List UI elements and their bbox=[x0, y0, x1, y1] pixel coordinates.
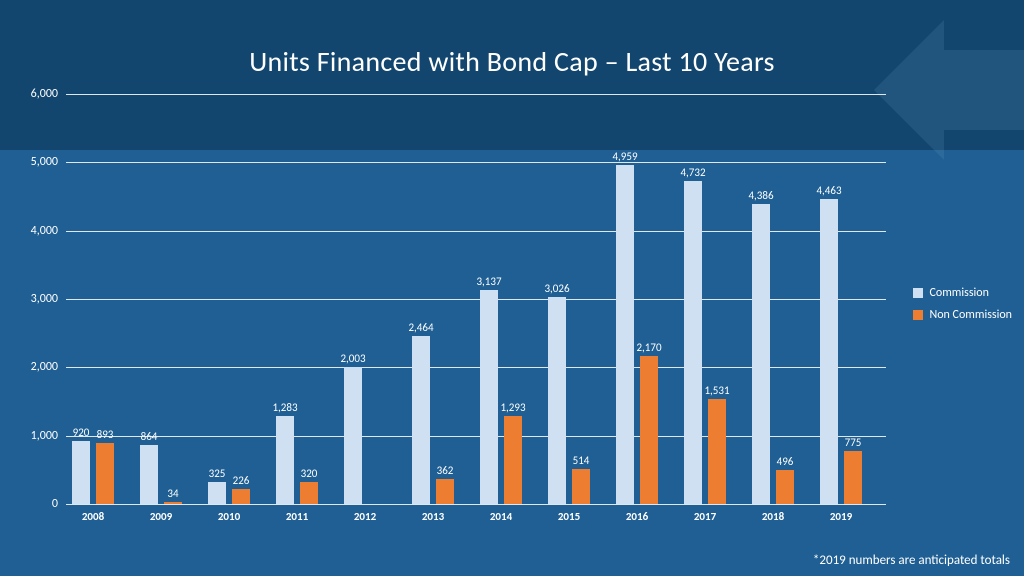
bar-value-label: 4,959 bbox=[595, 150, 655, 163]
bar-non-commission bbox=[96, 443, 114, 504]
bar-value-label: 3,026 bbox=[527, 282, 587, 295]
bar-commission bbox=[72, 441, 90, 504]
x-axis-label: 2017 bbox=[675, 510, 735, 523]
legend-swatch-non-commission bbox=[913, 310, 923, 320]
bar-commission bbox=[412, 336, 430, 504]
bar-non-commission bbox=[640, 356, 658, 504]
legend-swatch-commission bbox=[913, 288, 923, 298]
x-axis-label: 2014 bbox=[471, 510, 531, 523]
bar-value-label: 1,293 bbox=[483, 401, 543, 414]
bar-value-label: 2,464 bbox=[391, 321, 451, 334]
y-axis-label: 5,000 bbox=[0, 155, 58, 169]
slide: Units Financed with Bond Cap – Last 10 Y… bbox=[0, 0, 1024, 576]
bar-non-commission bbox=[776, 470, 794, 504]
bar-commission bbox=[344, 367, 362, 504]
x-axis-label: 2010 bbox=[199, 510, 259, 523]
bar-value-label: 864 bbox=[119, 430, 179, 443]
bar-value-label: 4,463 bbox=[799, 184, 859, 197]
legend-item-commission: Commission bbox=[913, 286, 1012, 300]
bar-commission bbox=[548, 297, 566, 504]
bar-non-commission bbox=[572, 469, 590, 504]
bar-commission bbox=[684, 181, 702, 504]
bar-non-commission bbox=[436, 479, 454, 504]
bar-value-label: 34 bbox=[143, 487, 203, 500]
x-axis-label: 2019 bbox=[811, 510, 871, 523]
x-axis-label: 2016 bbox=[607, 510, 667, 523]
bars-layer: 920893864343252261,2833202,0032,4643623,… bbox=[66, 94, 886, 504]
y-axis-label: 2,000 bbox=[0, 360, 58, 374]
arrow-decoration bbox=[874, 0, 1024, 180]
y-axis-label: 6,000 bbox=[0, 87, 58, 101]
y-axis-label: 4,000 bbox=[0, 224, 58, 238]
legend: Commission Non Commission bbox=[913, 286, 1012, 330]
bar-value-label: 1,283 bbox=[255, 401, 315, 414]
bar-non-commission bbox=[232, 489, 250, 504]
x-axis-label: 2011 bbox=[267, 510, 327, 523]
bar-value-label: 496 bbox=[755, 455, 815, 468]
bar-value-label: 4,386 bbox=[731, 189, 791, 202]
bar-commission bbox=[616, 165, 634, 504]
x-axis-label: 2013 bbox=[403, 510, 463, 523]
x-axis-label: 2009 bbox=[131, 510, 191, 523]
legend-label: Commission bbox=[929, 286, 988, 300]
bar-value-label: 2,003 bbox=[323, 352, 383, 365]
bar-value-label: 775 bbox=[823, 436, 883, 449]
bar-value-label: 514 bbox=[551, 454, 611, 467]
x-axis-label: 2012 bbox=[335, 510, 395, 523]
legend-label: Non Commission bbox=[929, 308, 1012, 322]
bar-non-commission bbox=[844, 451, 862, 504]
bar-value-label: 2,170 bbox=[619, 341, 679, 354]
bar-non-commission bbox=[164, 502, 182, 504]
legend-item-non-commission: Non Commission bbox=[913, 308, 1012, 322]
x-axis-label: 2018 bbox=[743, 510, 803, 523]
x-axis-label: 2008 bbox=[63, 510, 123, 523]
bar-value-label: 4,732 bbox=[663, 166, 723, 179]
bar-commission bbox=[276, 416, 294, 504]
x-axis-label: 2015 bbox=[539, 510, 599, 523]
y-axis-label: 1,000 bbox=[0, 429, 58, 443]
bar-value-label: 1,531 bbox=[687, 384, 747, 397]
y-axis-label: 3,000 bbox=[0, 292, 58, 306]
bar-value-label: 362 bbox=[415, 464, 475, 477]
bar-value-label: 3,137 bbox=[459, 275, 519, 288]
bar-non-commission bbox=[504, 416, 522, 504]
chart-title: Units Financed with Bond Cap – Last 10 Y… bbox=[0, 44, 1024, 79]
gridline bbox=[66, 504, 886, 505]
footnote: *2019 numbers are anticipated totals bbox=[813, 553, 1010, 568]
bar-value-label: 320 bbox=[279, 467, 339, 480]
bar-commission bbox=[820, 199, 838, 504]
bar-non-commission bbox=[300, 482, 318, 504]
bar-value-label: 226 bbox=[211, 474, 271, 487]
y-axis-label: 0 bbox=[0, 497, 58, 511]
bar-commission bbox=[480, 290, 498, 504]
chart-area: 920893864343252261,2833202,0032,4643623,… bbox=[20, 94, 890, 524]
bar-non-commission bbox=[708, 399, 726, 504]
